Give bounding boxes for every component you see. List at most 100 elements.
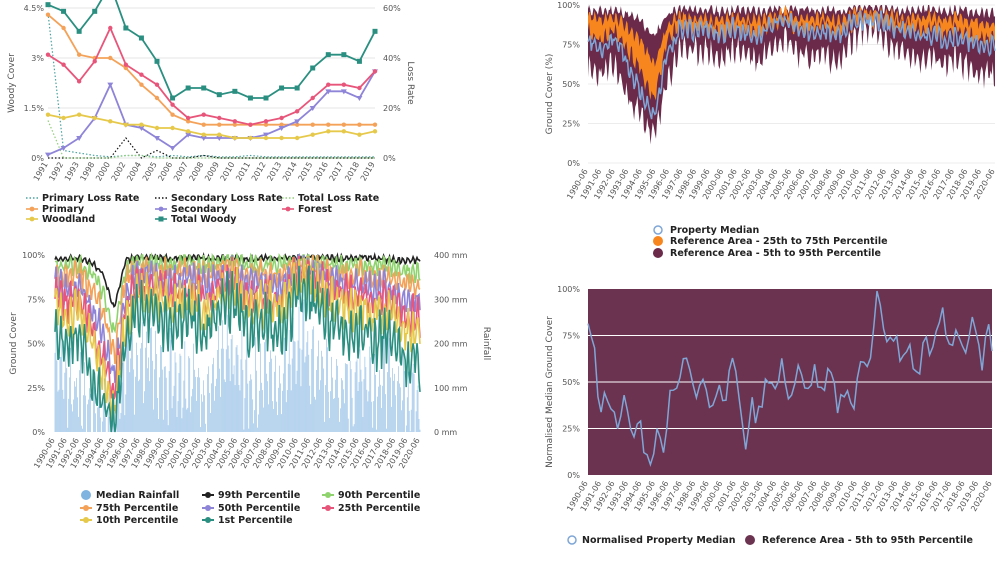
rainfall-bar [120, 412, 122, 432]
rainfall-bar [266, 373, 267, 432]
legend-marker-secondary [158, 206, 164, 212]
rainfall-bar [370, 357, 372, 432]
data-point-total-woody [341, 52, 347, 58]
data-point-total-woody [92, 8, 98, 14]
data-point-primary [45, 12, 51, 17]
rainfall-bar [305, 356, 307, 432]
rainfall-bar [276, 401, 277, 432]
rainfall-bar [336, 359, 337, 432]
series-line-75th-percentile [54, 254, 421, 364]
series-line-primary [47, 14, 375, 126]
data-point-primary [154, 95, 160, 101]
series-line-total-woody [47, 0, 376, 100]
rainfall-bar [415, 411, 417, 432]
rainfall-bar [68, 398, 70, 432]
rainfall-bar [62, 389, 64, 432]
rainfall-bar [64, 372, 66, 432]
y-tick-label: 100% [557, 1, 580, 10]
rainfall-bar [308, 354, 310, 432]
rainfall-bar [389, 337, 390, 432]
rainfall-bar [240, 359, 242, 432]
rainfall-bar [320, 380, 321, 432]
rainfall-bar [192, 388, 194, 432]
rainfall-bar [160, 346, 162, 432]
legend-marker-woodland [29, 216, 35, 222]
rainfall-bar [213, 357, 214, 432]
data-point-total-woody [154, 58, 160, 64]
rainfall-bar [74, 381, 75, 432]
rainfall-bar [242, 369, 244, 432]
rainfall-bar [323, 368, 324, 432]
rainfall-bar [268, 404, 269, 432]
legend-label-total-woody: Total Woody [171, 214, 237, 225]
data-point-total-woody [325, 52, 331, 58]
y-tick-label: 50% [562, 378, 580, 387]
x-tick-label: 2015 [296, 161, 314, 183]
y2-tick-label: 400 mm [434, 251, 468, 260]
data-point-woodland [217, 132, 222, 137]
data-point-woodland [279, 135, 284, 141]
legend-marker-property-median [653, 225, 663, 235]
x-tick-label: 2010 [219, 161, 237, 183]
legend-marker-reference-area-5th-to-95th-percentile [653, 248, 663, 258]
y-tick-label: 75% [562, 332, 580, 341]
y2-axis-label: Loss Rate [405, 61, 415, 105]
data-point-woodland [45, 112, 51, 117]
data-point-forest [92, 59, 97, 64]
rainfall-bar [249, 380, 251, 432]
rainfall-bar [342, 389, 344, 432]
data-point-forest [76, 79, 82, 84]
rainfall-bar [418, 418, 420, 432]
data-point-forest [123, 62, 129, 67]
rainfall-bar [156, 354, 157, 432]
data-point-primary [170, 112, 175, 117]
y-tick-label: 4.5% [24, 4, 45, 13]
rainfall-bar [169, 327, 171, 432]
data-point-forest [357, 85, 362, 91]
rainfall-bar [133, 369, 134, 432]
legend-marker-99th-percentile [205, 492, 211, 498]
rainfall-bar [183, 380, 185, 432]
ground-cover-reference-svg: 0%25%50%75%100%Ground Cover (%)1990-0619… [545, 1, 997, 259]
rainfall-bar [244, 398, 246, 432]
rainfall-bar [65, 334, 67, 432]
rainfall-bar [191, 396, 193, 432]
rainfall-bar [75, 386, 76, 432]
rainfall-bar [85, 395, 86, 432]
data-point-forest [217, 115, 222, 121]
rainfall-bar [340, 408, 341, 432]
rainfall-bar [403, 371, 405, 432]
data-point-woodland [294, 135, 300, 141]
rainfall-bar [246, 333, 248, 432]
x-tick-label: 2012 [250, 161, 268, 183]
rainfall-bar [145, 347, 146, 432]
rainfall-bar [184, 341, 186, 432]
rainfall-bar [263, 407, 264, 432]
rainfall-bar [76, 377, 77, 432]
legend-label-median-rainfall: Median Rainfall [96, 490, 179, 501]
rainfall-bar [194, 369, 195, 432]
rainfall-bar [196, 400, 197, 432]
rainfall-bar [284, 331, 286, 432]
rainfall-bar [324, 421, 325, 432]
rainfall-bar [373, 401, 375, 432]
y-tick-label: 50% [27, 340, 45, 349]
rainfall-bar [321, 350, 322, 432]
rainfall-bar [289, 364, 291, 432]
x-tick-label: 2016 [312, 161, 330, 183]
rainfall-bar [251, 379, 253, 432]
rainfall-bar [218, 326, 219, 432]
legend-marker-primary [29, 206, 35, 212]
rainfall-bar [98, 406, 99, 432]
rainfall-bar [149, 381, 150, 432]
y-axis-label: Woody Cover [7, 53, 17, 113]
data-point-secondary [154, 136, 160, 141]
data-point-primary [139, 82, 144, 87]
data-point-secondary [309, 106, 316, 111]
data-point-secondary [340, 89, 347, 95]
y-tick-label: 100% [22, 251, 45, 260]
y2-tick-label: 100 mm [434, 384, 468, 393]
rainfall-bar [346, 364, 348, 432]
data-point-forest [170, 102, 175, 107]
rainfall-bar [335, 379, 336, 432]
